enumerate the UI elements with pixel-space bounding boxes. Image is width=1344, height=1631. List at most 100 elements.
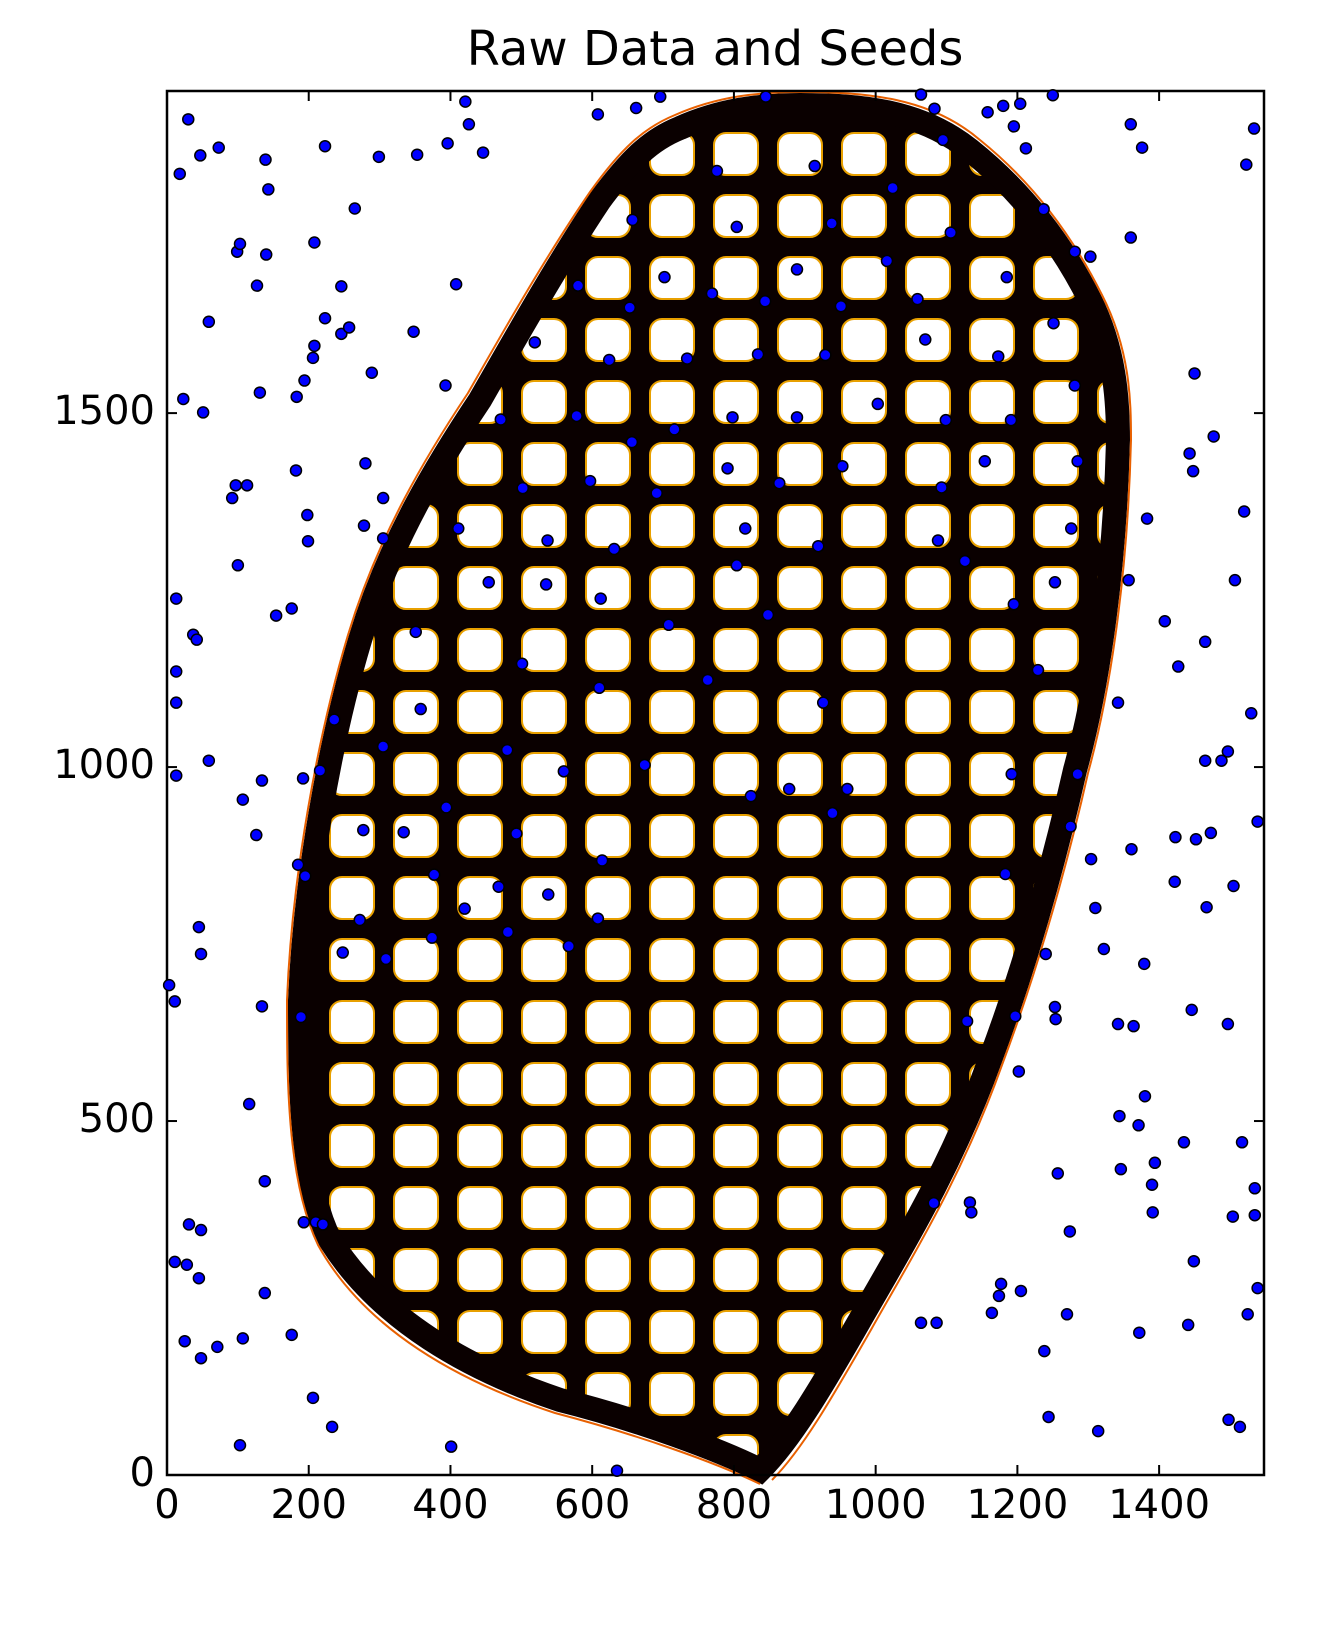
seed-point (931, 534, 945, 547)
seed-point (1207, 430, 1220, 443)
seed-point (1013, 97, 1027, 110)
seed-point (591, 912, 605, 925)
seed-point (541, 534, 554, 547)
seed-point (1084, 250, 1097, 263)
seed-point (449, 278, 463, 291)
seed-point (1221, 1017, 1235, 1031)
seed-point (482, 576, 495, 589)
seed-point (1005, 767, 1018, 781)
seed-point (233, 237, 247, 251)
seed-point (169, 769, 183, 782)
seed-point (1227, 879, 1240, 893)
seed-point (629, 101, 643, 115)
seed-point (710, 164, 724, 178)
seed-point (1244, 707, 1258, 720)
seed-point (939, 413, 953, 427)
seed-point (914, 1316, 928, 1330)
seed-point (999, 867, 1012, 881)
seed-point (1124, 231, 1138, 244)
seed-point (194, 1223, 208, 1237)
seed-point (336, 946, 349, 959)
seed-point (958, 554, 972, 568)
seed-point (782, 782, 796, 796)
seed-point (357, 519, 371, 532)
seed-point (306, 351, 320, 365)
seed-point (173, 167, 187, 181)
seed-point (290, 390, 303, 404)
seed-point (730, 220, 744, 234)
y-tick-label: 500 (79, 1096, 155, 1142)
seed-point (397, 825, 410, 839)
seed-point (407, 325, 420, 338)
seed-point (253, 386, 267, 399)
seed-point (444, 1440, 458, 1453)
x-tick-label: 0 (154, 1482, 179, 1528)
seed-point (1247, 122, 1261, 135)
seed-point (318, 139, 332, 153)
seed-point (439, 379, 452, 392)
seed-point (202, 754, 216, 767)
seed-point (194, 1351, 208, 1365)
seed-point (1051, 1167, 1065, 1180)
seed-point (1007, 120, 1021, 133)
seed-point (192, 920, 206, 934)
seed-point (501, 925, 515, 939)
seed-point (607, 542, 621, 556)
seed-point (202, 315, 216, 329)
seed-point (653, 90, 667, 103)
y-tick-label: 1500 (53, 388, 155, 434)
seed-point (992, 350, 1005, 363)
seed-point (194, 149, 207, 162)
seed-point (911, 292, 924, 306)
seed-point (812, 539, 825, 553)
seed-point (476, 146, 490, 159)
seed-point (1235, 1136, 1249, 1149)
seed-point (1132, 1119, 1145, 1132)
seed-point (1185, 1003, 1198, 1017)
seed-point (960, 1014, 974, 1028)
seed-point (761, 608, 775, 622)
seed-point (379, 952, 393, 966)
seed-point (744, 789, 758, 803)
seed-point (342, 321, 356, 334)
seed-point (1158, 614, 1172, 628)
seed-point (583, 474, 597, 488)
seed-point (1148, 1156, 1162, 1170)
seed-point (296, 772, 310, 785)
seed-point (759, 90, 773, 103)
seed-point (516, 481, 529, 495)
seed-point (528, 336, 542, 349)
seed-point (936, 133, 950, 147)
seed-point (1047, 316, 1060, 330)
seed-point (376, 740, 390, 753)
y-tick-label: 0 (130, 1450, 155, 1496)
seed-point (1135, 141, 1149, 154)
seed-point (494, 413, 508, 426)
seed-point (335, 280, 348, 293)
seed-point (808, 159, 821, 173)
seed-point (539, 578, 553, 591)
seed-point (626, 213, 639, 227)
seed-point (1241, 1308, 1254, 1321)
seed-point (500, 743, 514, 757)
seed-point (1019, 142, 1033, 155)
seed-point (593, 681, 606, 695)
seed-point (836, 459, 849, 473)
seed-point (826, 806, 839, 820)
seed-point (1122, 573, 1135, 587)
seed-point (301, 534, 315, 548)
seed-point (439, 801, 453, 814)
seed-point (1014, 1284, 1028, 1298)
seed-point (1133, 1326, 1146, 1339)
seed-point (1172, 660, 1185, 673)
x-tick-label: 200 (271, 1482, 347, 1528)
seed-point (1237, 505, 1251, 518)
seed-point (1137, 957, 1151, 971)
seed-point (458, 902, 471, 915)
seed-point (236, 1332, 250, 1345)
seed-point (825, 217, 838, 230)
seed-point (178, 1334, 191, 1348)
seed-point (1124, 118, 1138, 131)
seed-point (1146, 1206, 1159, 1219)
